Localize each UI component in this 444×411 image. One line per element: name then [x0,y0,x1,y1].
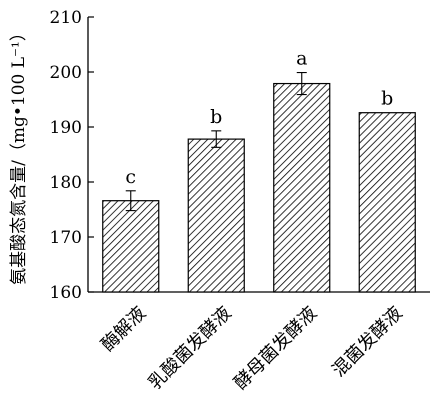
bar [187,138,245,293]
y-tick-label: 200 [50,63,82,83]
bar [358,112,416,293]
y-tick-label: 210 [50,8,82,28]
x-tick-label: 混菌发酵液 [328,303,406,381]
y-axis-label: 氨基酸态氮含量/（mg•100 L⁻¹） [9,24,29,285]
x-tick-label: 酵母菌发酵液 [230,303,321,394]
y-tick-label: 160 [50,283,82,303]
significance-label: b [210,106,222,128]
significance-label: a [296,48,307,70]
y-tick-label: 190 [50,118,82,138]
significance-label: c [125,166,136,188]
error-bars [125,72,307,212]
significance-label: b [381,88,393,110]
x-tick-label: 酶解液 [97,303,150,356]
x-tick-label: 乳酸菌发酵液 [145,303,236,394]
bars [102,82,416,293]
y-axis-ticks: 160 170 180 190 200 210 [50,8,94,303]
y-tick-label: 170 [50,228,82,248]
bar [102,200,160,293]
y-tick-label: 180 [50,173,82,193]
bar [273,82,331,293]
significance-labels: c b a b [125,48,393,188]
